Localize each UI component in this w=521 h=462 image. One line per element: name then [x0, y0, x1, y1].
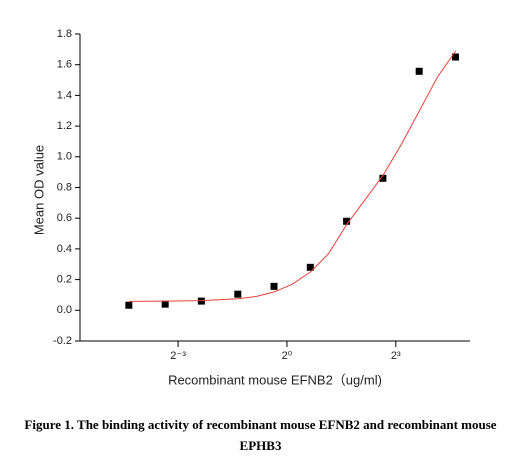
data-point — [125, 301, 133, 309]
data-point — [234, 290, 242, 298]
y-tick-label: 0.2 — [57, 274, 72, 286]
data-point — [415, 67, 423, 75]
y-tick-label: 1.4 — [57, 89, 72, 101]
data-point — [161, 300, 169, 308]
y-tick-label: 1.6 — [57, 59, 72, 71]
chart: Recombinant mouse EFNB2（ug/ml) Mean OD v… — [31, 28, 470, 387]
y-tick-label: 0.0 — [57, 304, 72, 316]
x-tick-label: 2⁻³ — [170, 350, 186, 362]
x-tick-label: 2³ — [391, 350, 401, 362]
y-tick-label: 1.0 — [57, 151, 72, 163]
data-point — [306, 263, 314, 271]
y-axis-label: Mean OD value — [31, 145, 46, 235]
y-tick-label: 0.4 — [57, 243, 72, 255]
y-tick-label: 1.8 — [57, 28, 72, 40]
fit-curve — [129, 50, 457, 302]
x-tick-label: 2⁰ — [282, 350, 293, 362]
data-point — [343, 217, 351, 225]
y-tick-label: -0.2 — [53, 335, 72, 347]
data-point — [451, 53, 459, 61]
data-point — [379, 174, 387, 182]
y-tick-label: 0.6 — [57, 212, 72, 224]
y-tick-label: 1.2 — [57, 120, 72, 132]
data-point — [270, 282, 278, 290]
x-axis-label: Recombinant mouse EFNB2（ug/ml) — [168, 372, 382, 387]
figure-caption: Figure 1. The binding activity of recomb… — [24, 417, 497, 453]
y-tick-label: 0.8 — [57, 181, 72, 193]
